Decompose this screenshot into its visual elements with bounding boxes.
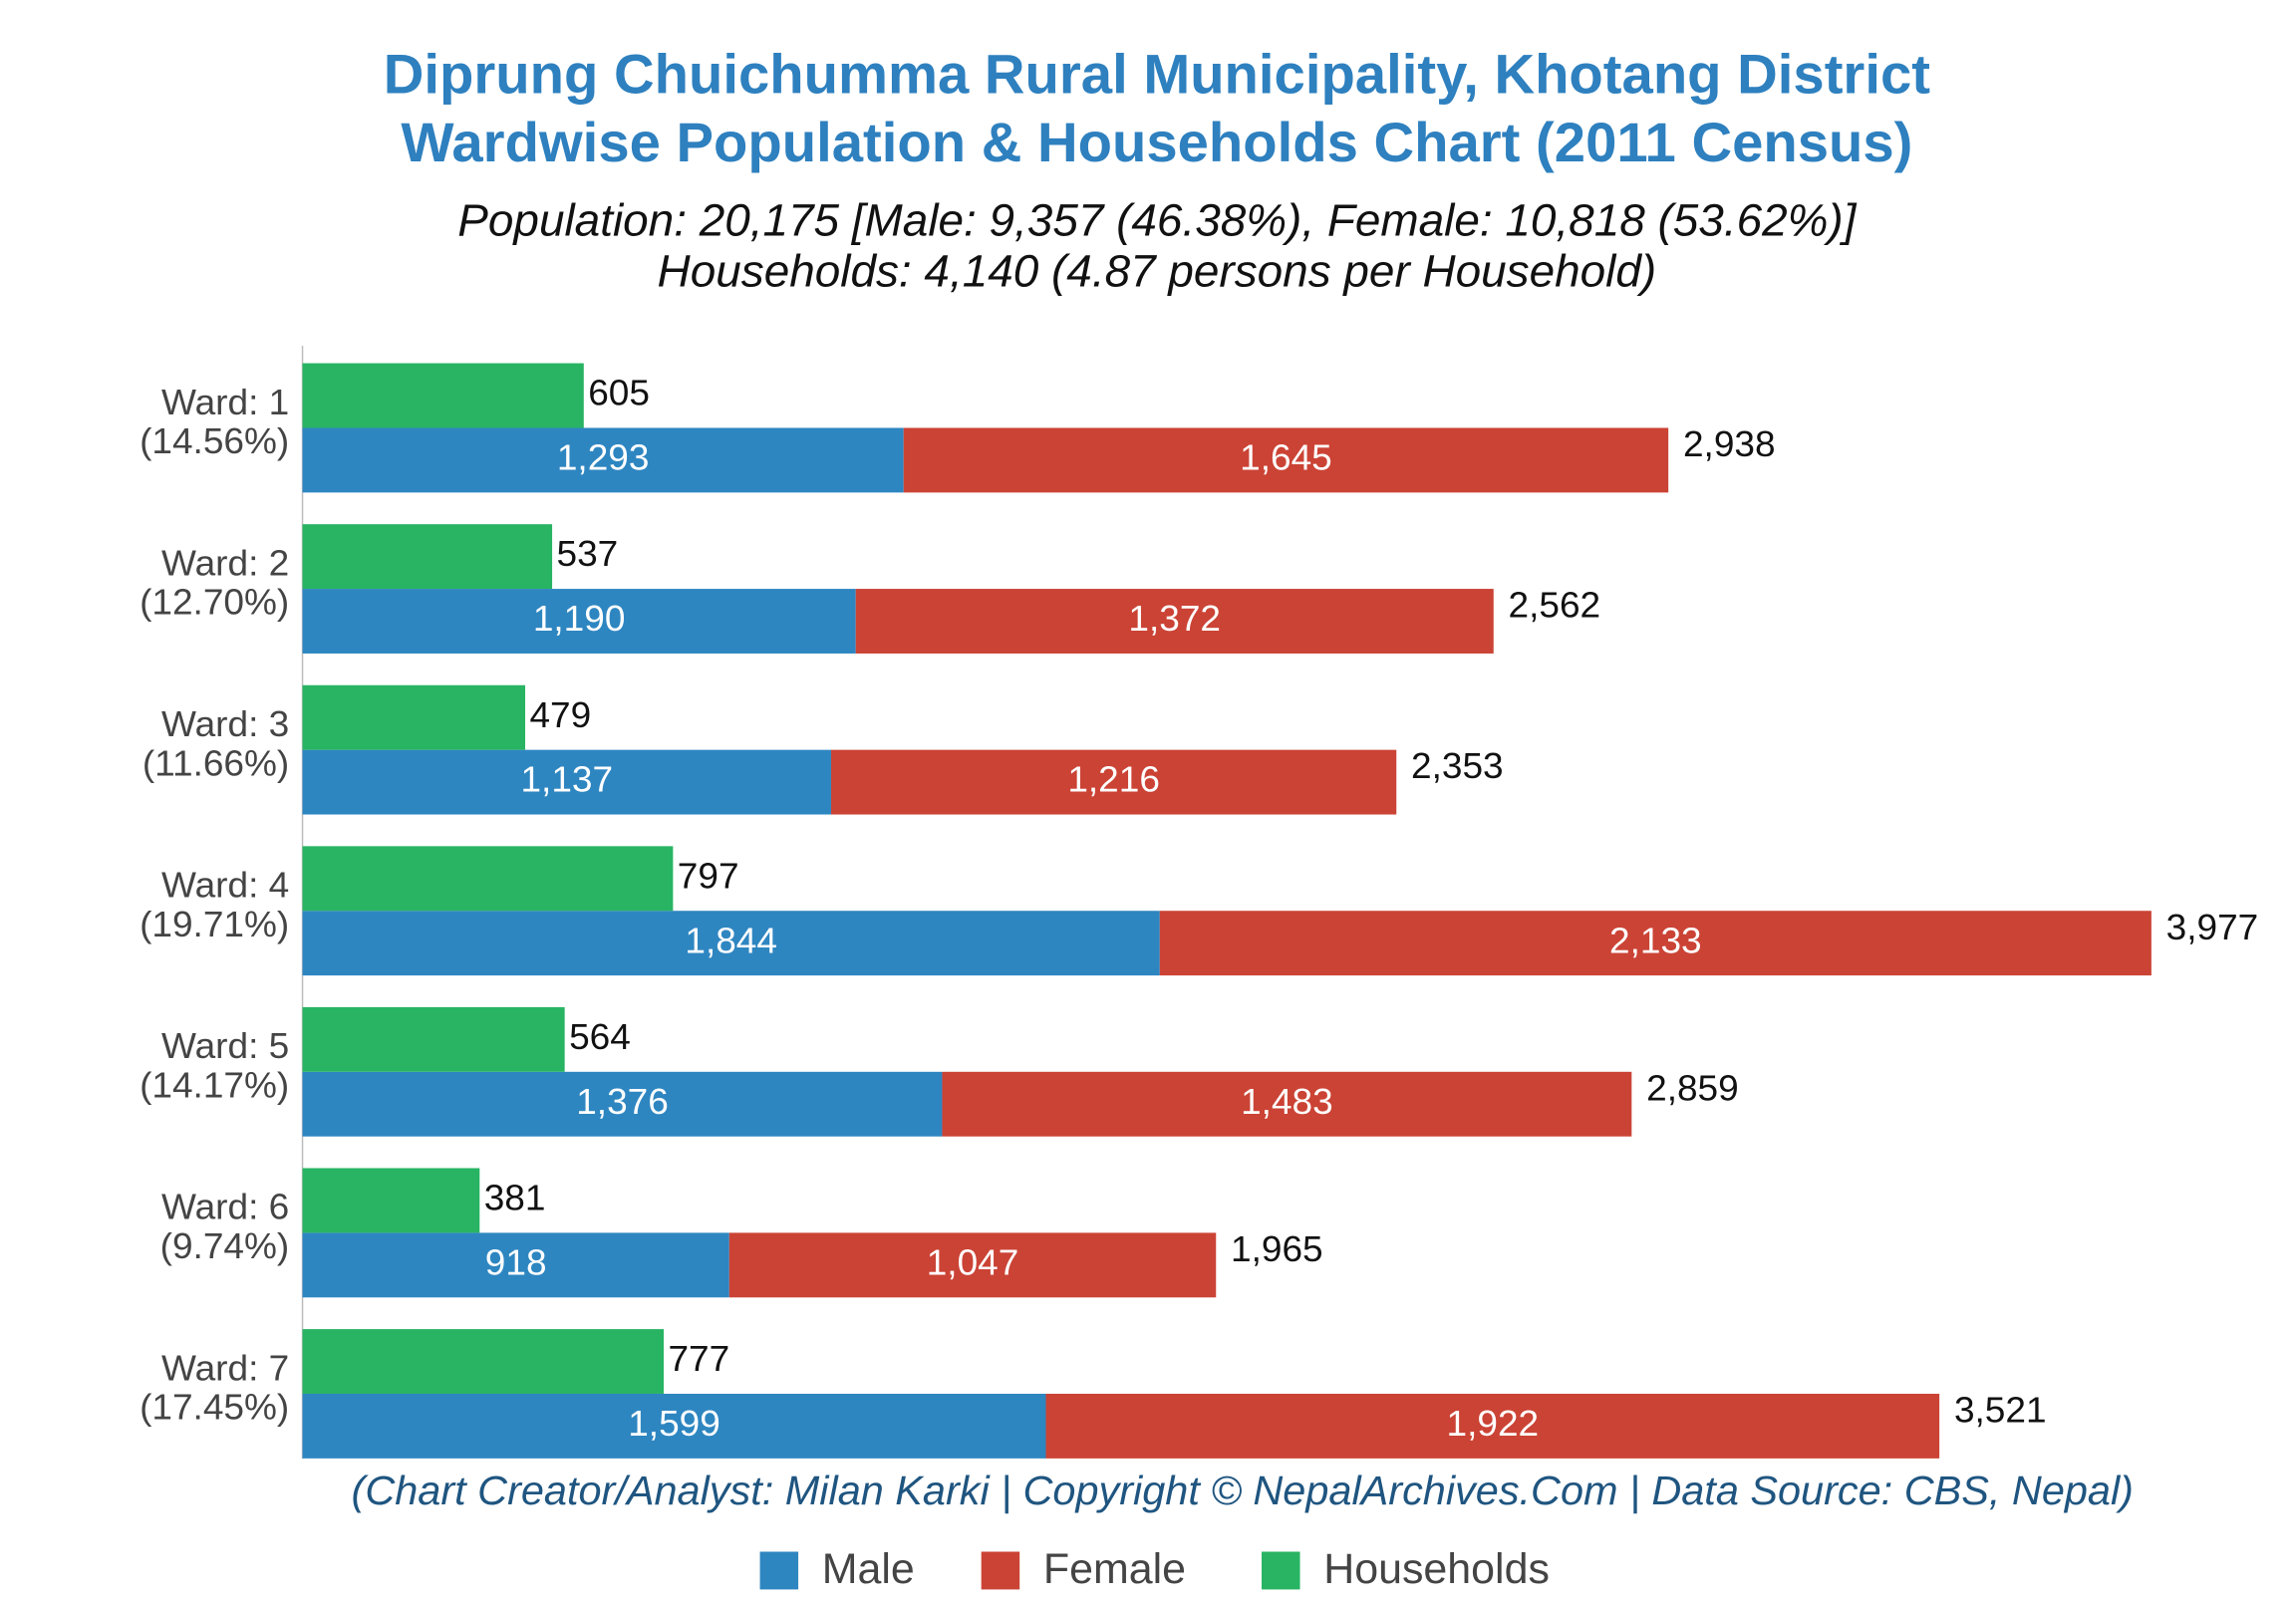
population-bar	[302, 749, 831, 815]
chart-title: Diprung Chuichumma Rural Municipality, K…	[384, 43, 1930, 106]
data-label: 918	[485, 1242, 547, 1283]
total-label: 3,521	[1954, 1390, 2047, 1431]
total-label: 2,859	[1646, 1068, 1739, 1109]
chart-title: Wardwise Population & Households Chart (…	[401, 111, 1912, 173]
y-tick-label: (17.45%)	[140, 1387, 289, 1428]
y-tick-label: Ward: 6	[161, 1187, 289, 1227]
data-label: 564	[569, 1016, 631, 1057]
data-label: 1,922	[1447, 1403, 1540, 1444]
household-bar	[302, 363, 584, 428]
population-bar	[830, 749, 1397, 815]
legend-label: Male	[822, 1545, 915, 1593]
data-label: 1,372	[1128, 598, 1221, 639]
household-bar	[302, 524, 553, 590]
population-bar	[302, 1071, 943, 1137]
y-tick-label: Ward: 2	[161, 543, 289, 584]
population-bar	[855, 589, 1494, 654]
total-label: 2,353	[1411, 745, 1504, 786]
y-tick-label: (14.56%)	[140, 420, 289, 461]
total-label: 2,562	[1509, 585, 1601, 626]
y-tick-label: Ward: 1	[161, 382, 289, 422]
household-bar	[302, 1329, 665, 1394]
y-tick-label: Ward: 5	[161, 1025, 289, 1066]
y-tick-label: (9.74%)	[160, 1225, 290, 1266]
data-label: 1,047	[927, 1242, 1019, 1283]
data-label: 1,844	[685, 921, 777, 961]
y-tick-label: (19.71%)	[140, 904, 289, 944]
population-bar	[302, 589, 856, 654]
data-label: 1,137	[520, 759, 613, 800]
legend-swatch	[981, 1551, 1020, 1590]
chart-subtitle: Population: 20,175 [Male: 9,357 (46.38%)…	[457, 195, 1858, 246]
data-label: 777	[668, 1338, 729, 1379]
data-label: 1,599	[628, 1403, 720, 1444]
data-label: 1,293	[557, 437, 650, 478]
data-label: 1,216	[1067, 759, 1160, 800]
total-label: 3,977	[2166, 907, 2259, 947]
data-label: 1,190	[533, 598, 626, 639]
population-bar	[302, 427, 904, 493]
household-bar	[302, 684, 526, 750]
data-label: 1,645	[1240, 437, 1332, 478]
legend-swatch	[759, 1551, 799, 1590]
population-bar	[1045, 1393, 1940, 1459]
data-label: 605	[588, 373, 650, 413]
population-bar	[903, 427, 1669, 493]
total-label: 2,938	[1683, 423, 1776, 464]
y-tick-label: (12.70%)	[140, 582, 289, 623]
population-bar	[302, 1232, 729, 1298]
population-bar	[728, 1232, 1217, 1298]
legend-label: Female	[1043, 1545, 1186, 1593]
legend-label: Households	[1323, 1545, 1550, 1593]
credit: (Chart Creator/Analyst: Milan Karki | Co…	[352, 1468, 2134, 1513]
y-tick-label: Ward: 3	[161, 703, 289, 744]
data-label: 1,483	[1241, 1081, 1333, 1122]
data-label: 381	[484, 1178, 546, 1218]
data-label: 797	[678, 856, 739, 897]
chart-subtitle: Households: 4,140 (4.87 persons per Hous…	[658, 246, 1657, 297]
legend-swatch	[1262, 1551, 1300, 1590]
y-tick-label: (14.17%)	[140, 1065, 289, 1106]
data-label: 479	[529, 694, 591, 735]
data-label: 1,376	[576, 1081, 669, 1122]
population-bar	[942, 1071, 1632, 1137]
population-bar	[302, 1393, 1046, 1459]
population-bar	[1159, 911, 2152, 976]
population-bar	[302, 911, 1160, 976]
household-bar	[302, 1006, 565, 1072]
household-bar	[302, 846, 674, 912]
y-tick-label: Ward: 7	[161, 1348, 289, 1389]
data-label: 537	[557, 533, 619, 574]
y-tick-label: Ward: 4	[161, 865, 289, 906]
household-bar	[302, 1168, 480, 1233]
data-label: 2,133	[1609, 921, 1702, 961]
y-tick-label: (11.66%)	[143, 743, 289, 784]
total-label: 1,965	[1231, 1228, 1323, 1269]
